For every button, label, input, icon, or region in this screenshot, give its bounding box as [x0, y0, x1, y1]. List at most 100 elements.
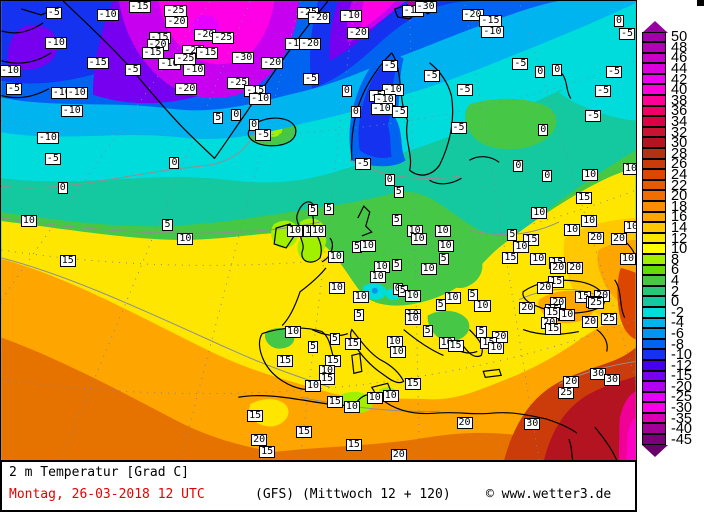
temperature-value-label: -10 — [249, 92, 272, 105]
temperature-value-label: -10 — [481, 25, 504, 38]
temperature-value-label: -20 — [461, 8, 484, 21]
temperature-value-label: 15 — [404, 378, 421, 391]
colorbar-entry: 46 — [642, 50, 702, 67]
temperature-value-label: -5 — [5, 82, 22, 95]
temperature-value-label: -5 — [354, 158, 371, 171]
temperature-value-label: -20 — [165, 15, 188, 28]
temperature-value-label: 0 — [552, 63, 563, 76]
temperature-value-label: 10 — [531, 207, 548, 220]
colorbar-tick-label: 26 — [671, 156, 688, 173]
colorbar-entry: 16 — [642, 209, 702, 226]
colorbar-tick-label: 16 — [671, 209, 688, 226]
colorbar-swatch — [642, 148, 666, 159]
temperature-value-label: -5 — [606, 65, 623, 78]
colorbar-tick-label: 36 — [671, 103, 688, 120]
model-and-valid-time: (GFS) (Mittwoch 12 + 120) — [255, 487, 451, 502]
temperature-value-label: -5 — [585, 109, 602, 122]
temperature-value-label: 10 — [309, 224, 327, 237]
colorbar-entry: -20 — [642, 380, 702, 394]
temperature-value-label: -20 — [175, 82, 198, 95]
temperature-value-label: 15 — [318, 373, 335, 386]
colorbar-entry: 48 — [642, 41, 702, 55]
temperature-value-label: 0 — [614, 14, 625, 27]
colorbar-swatch — [642, 42, 666, 53]
colorbar-swatch — [642, 338, 666, 350]
colorbar-entry: 36 — [642, 103, 702, 120]
colorbar-swatch — [642, 253, 666, 265]
temperature-value-label: 0 — [350, 105, 361, 118]
temperature-value-label: 20 — [537, 281, 554, 294]
colorbar-tick-label: -45 — [671, 431, 692, 448]
colorbar-tick-label: -6 — [671, 325, 684, 342]
temperature-value-label: 10 — [285, 325, 302, 338]
colorbar-tick-label: -30 — [671, 400, 692, 417]
colorbar-swatch — [642, 296, 666, 307]
colorbar-swatch — [642, 169, 666, 180]
temperature-value-label: 10 — [352, 290, 369, 303]
colorbar-tick-label: 18 — [671, 198, 688, 215]
temperature-value-label: -20 — [307, 11, 331, 24]
temperature-value-label: 10 — [343, 401, 360, 414]
temperature-value-label: 5 — [308, 341, 319, 354]
temperature-value-label: 15 — [345, 439, 362, 452]
temperature-value-label: 15 — [296, 426, 313, 439]
temperature-value-label: -5 — [255, 129, 272, 142]
temperature-value-label: 0 — [513, 160, 524, 173]
temperature-value-label: -10 — [183, 63, 206, 76]
temperature-value-label: -10 — [65, 86, 88, 99]
temperature-value-label: 10 — [444, 291, 461, 304]
temperature-value-label: 10 — [513, 240, 530, 253]
temperature-value-label: -5 — [391, 105, 408, 118]
temperature-value-label: 10 — [488, 342, 505, 355]
colorbar-swatch — [642, 402, 666, 413]
temperature-value-label: 20 — [611, 232, 628, 245]
temperature-value-label: 15 — [59, 254, 76, 267]
temperature-value-label: 10 — [304, 380, 322, 393]
temperature-value-label: 15 — [259, 446, 276, 459]
temperature-value-label: 25 — [558, 387, 575, 400]
temperature-value-label: -20 — [298, 37, 322, 50]
temperature-value-label: 5 — [422, 324, 433, 337]
temperature-value-label: 20 — [582, 315, 599, 328]
temperature-value-label: -15 — [196, 46, 219, 59]
colorbar-bottom-arrow — [642, 445, 668, 458]
colorbar-swatch — [642, 412, 666, 424]
temperature-value-label: 0 — [231, 108, 242, 121]
temperature-value-label: -30 — [414, 0, 437, 13]
colorbar-tick-label: 46 — [671, 50, 688, 67]
temperature-map: -5 -10 -15 -25 -20 -20 -25 -15 -20 -15 -20 -15 -30 -2… — [0, 0, 637, 461]
colorbar-tick-label: -35 — [671, 410, 692, 427]
colorbar-swatch — [642, 201, 666, 212]
colorbar-entry: 0 — [642, 295, 702, 309]
temperature-value-label: 0 — [249, 119, 260, 132]
temperature-value-label: 0 — [169, 157, 180, 170]
colorbar-swatch — [642, 126, 666, 138]
temperature-value-label: -5 — [44, 153, 61, 166]
colorbar-swatch — [642, 306, 666, 318]
colorbar-entry: 44 — [642, 62, 702, 76]
temperature-value-label: 20 — [519, 301, 536, 314]
temperature-value-label: 5 — [213, 112, 224, 125]
colorbar-swatch — [642, 285, 666, 297]
colorbar-tick-label: 14 — [671, 219, 688, 236]
temperature-value-label: 0 — [542, 170, 553, 183]
colorbar-entry: 18 — [642, 198, 702, 215]
temperature-value-label: 15 — [326, 396, 343, 409]
colorbar-swatch — [642, 359, 666, 371]
temperature-value-label: 20 — [588, 231, 605, 244]
colorbar-tick-label: 50 — [671, 29, 688, 46]
colorbar-swatch — [642, 317, 666, 329]
temperature-value-label: -10 — [339, 9, 362, 22]
run-datetime: Montag, 26-03-2018 12 UTC — [9, 487, 205, 502]
colorbar-entry: 50 — [642, 29, 702, 46]
colorbar-entry: 26 — [642, 156, 702, 173]
temperature-value-label: 5 — [467, 288, 478, 301]
colorbar-tick-label: -15 — [671, 368, 692, 385]
temperature-value-label: 5 — [308, 204, 319, 217]
colorbar-entry: -12 — [642, 358, 702, 373]
temperature-value-label: -10 — [36, 132, 59, 145]
colorbar-swatch — [642, 264, 666, 276]
colorbar-entry: -2 — [642, 305, 702, 320]
colorbar-swatch — [642, 232, 666, 244]
